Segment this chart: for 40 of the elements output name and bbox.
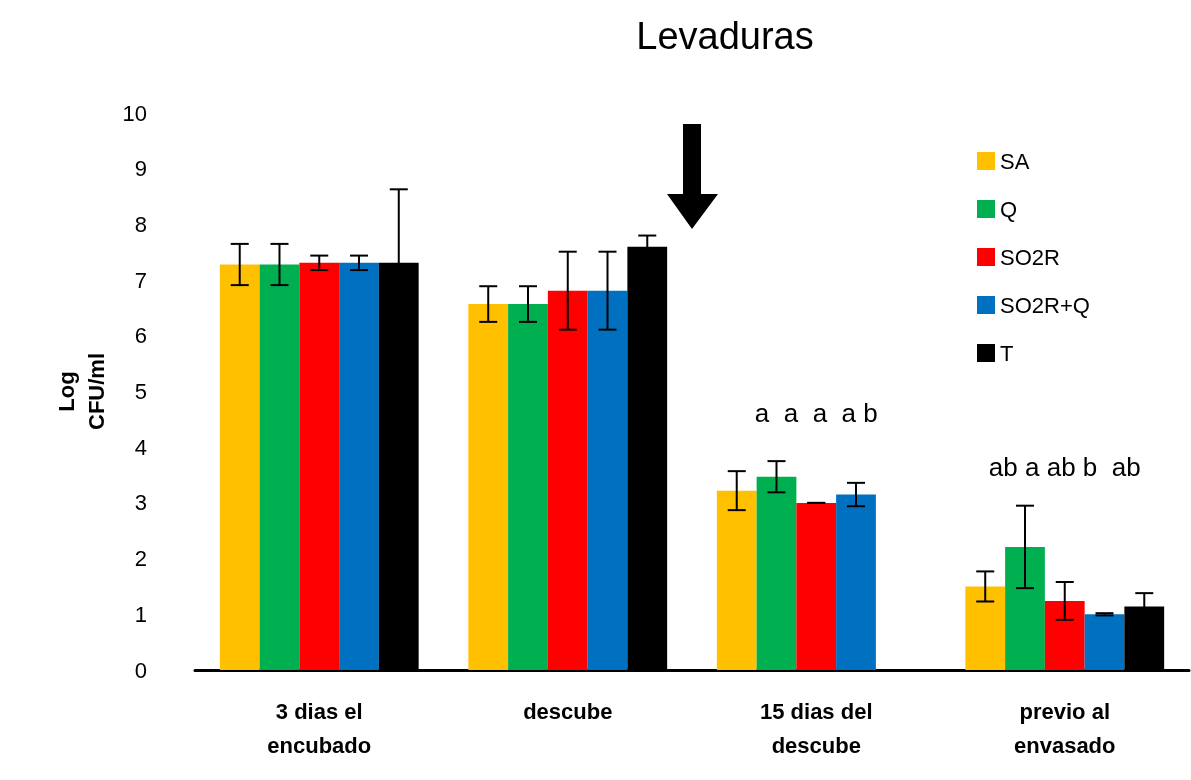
bar (1044, 600, 1085, 670)
annotation: a a a a b (754, 398, 878, 428)
bar (468, 304, 509, 670)
bar (716, 490, 757, 670)
y-tick-label: 0 (134, 657, 147, 683)
y-tick-label: 6 (134, 323, 147, 349)
y-tick-label: 8 (134, 211, 147, 237)
bar (547, 290, 588, 670)
y-tick-label: 9 (134, 156, 147, 182)
y-tick-label: 3 (134, 490, 147, 516)
bar (1084, 614, 1125, 670)
annotation: ab a ab b ab (988, 452, 1141, 482)
x-tick-label: 3 dias el encubado (267, 698, 372, 758)
y-tick-label: 4 (134, 434, 147, 460)
bar (965, 586, 1006, 670)
x-tick-label: descube (523, 698, 613, 724)
legend-label: Q (1000, 196, 1018, 222)
y-tick-label: 5 (134, 379, 147, 404)
y-tick-label: 1 (134, 601, 147, 627)
chart-title: Levaduras (636, 15, 814, 57)
y-tick-label: 10 (122, 100, 147, 126)
legend-label: SA (1000, 148, 1030, 174)
bar (587, 290, 628, 670)
x-tick-label: previo al envasado (1014, 698, 1116, 758)
bar (259, 264, 300, 670)
y-axis-title: Log CFU/ml (54, 353, 110, 430)
y-tick-label: 2 (134, 546, 147, 572)
legend-label: T (1000, 340, 1014, 366)
bar (299, 262, 340, 670)
bar (836, 494, 876, 670)
bar (339, 262, 379, 670)
x-tick-label: 15 dias del descube (759, 698, 873, 758)
bar (1005, 546, 1045, 670)
y-tick-label: 7 (134, 267, 147, 293)
bar (796, 502, 837, 670)
legend-label: SO2R+Q (1000, 292, 1090, 318)
legend-label: SO2R (1000, 244, 1060, 270)
bar (508, 304, 548, 670)
bar (219, 264, 260, 670)
bar (756, 476, 797, 670)
